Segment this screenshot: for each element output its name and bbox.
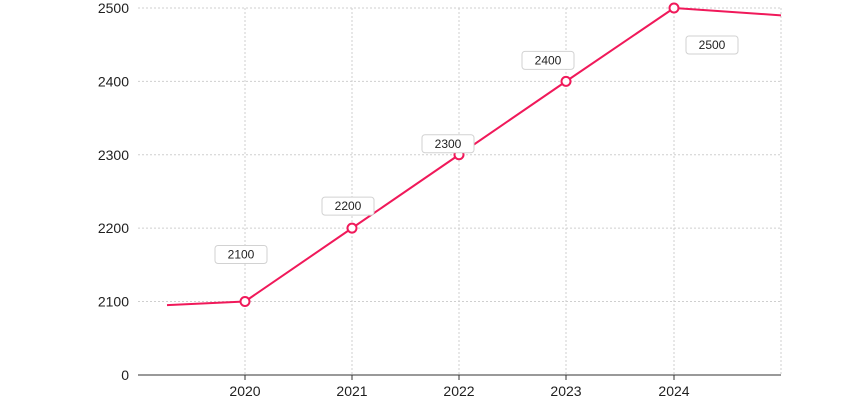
- y-tick-label: 2500: [98, 0, 129, 16]
- x-tick-label: 2020: [229, 383, 260, 399]
- data-label: 2300: [421, 134, 475, 154]
- data-point: [668, 2, 680, 14]
- y-axis-ticks: 0 2100 2200 2300 2400 2500: [98, 0, 129, 383]
- data-point: [346, 222, 358, 234]
- y-tick-label: 2100: [98, 294, 129, 310]
- x-tick-label: 2024: [658, 383, 689, 399]
- data-labels: 2100 2200 2300 2400 2500: [214, 35, 739, 264]
- data-label: 2400: [521, 50, 575, 70]
- grid: [138, 7, 782, 375]
- data-label-box: [421, 134, 475, 154]
- data-label-box: [321, 196, 375, 216]
- data-label-text: 2200: [335, 199, 362, 213]
- data-point: [239, 296, 251, 307]
- data-label-text: 2300: [435, 137, 462, 151]
- data-label-text: 2500: [699, 38, 726, 52]
- y-tick-label: 0: [121, 367, 129, 383]
- data-label-box: [685, 35, 739, 55]
- data-label-text: 2400: [535, 53, 562, 67]
- data-label: 2200: [321, 196, 375, 216]
- data-label-box: [214, 245, 268, 264]
- data-label: 2100: [214, 245, 268, 264]
- y-tick-label: 2300: [98, 147, 129, 163]
- data-label-text: 2100: [228, 248, 255, 262]
- x-tick-label: 2022: [443, 383, 474, 399]
- axes: [138, 374, 781, 380]
- series: [166, 2, 782, 307]
- data-label-box: [521, 50, 575, 70]
- data-point: [560, 75, 572, 87]
- x-tick-label: 2021: [336, 383, 367, 399]
- y-tick-label: 2400: [98, 73, 129, 89]
- data-label: 2500: [685, 35, 739, 55]
- x-axis-ticks: 2020 2021 2022 2023 2024: [229, 383, 689, 399]
- y-tick-label: 2200: [98, 220, 129, 236]
- x-tick-label: 2023: [550, 383, 581, 399]
